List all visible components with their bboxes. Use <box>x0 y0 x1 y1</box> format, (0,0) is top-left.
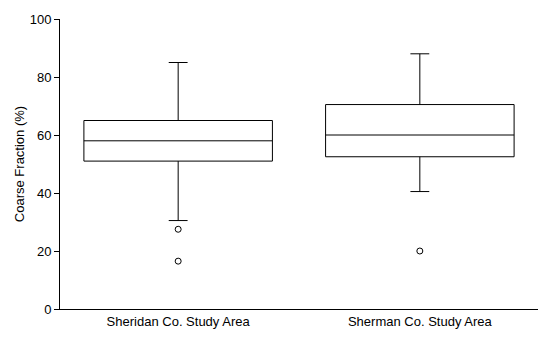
svg-text:100: 100 <box>30 12 52 27</box>
svg-text:Sherman Co. Study Area: Sherman Co. Study Area <box>348 314 493 329</box>
svg-text:40: 40 <box>37 186 51 201</box>
svg-text:0: 0 <box>44 302 51 317</box>
svg-text:Coarse Fraction (%): Coarse Fraction (%) <box>12 106 27 222</box>
svg-text:Sheridan Co. Study Area: Sheridan Co. Study Area <box>107 314 251 329</box>
svg-text:60: 60 <box>37 128 51 143</box>
svg-text:80: 80 <box>37 70 51 85</box>
svg-text:20: 20 <box>37 244 51 259</box>
